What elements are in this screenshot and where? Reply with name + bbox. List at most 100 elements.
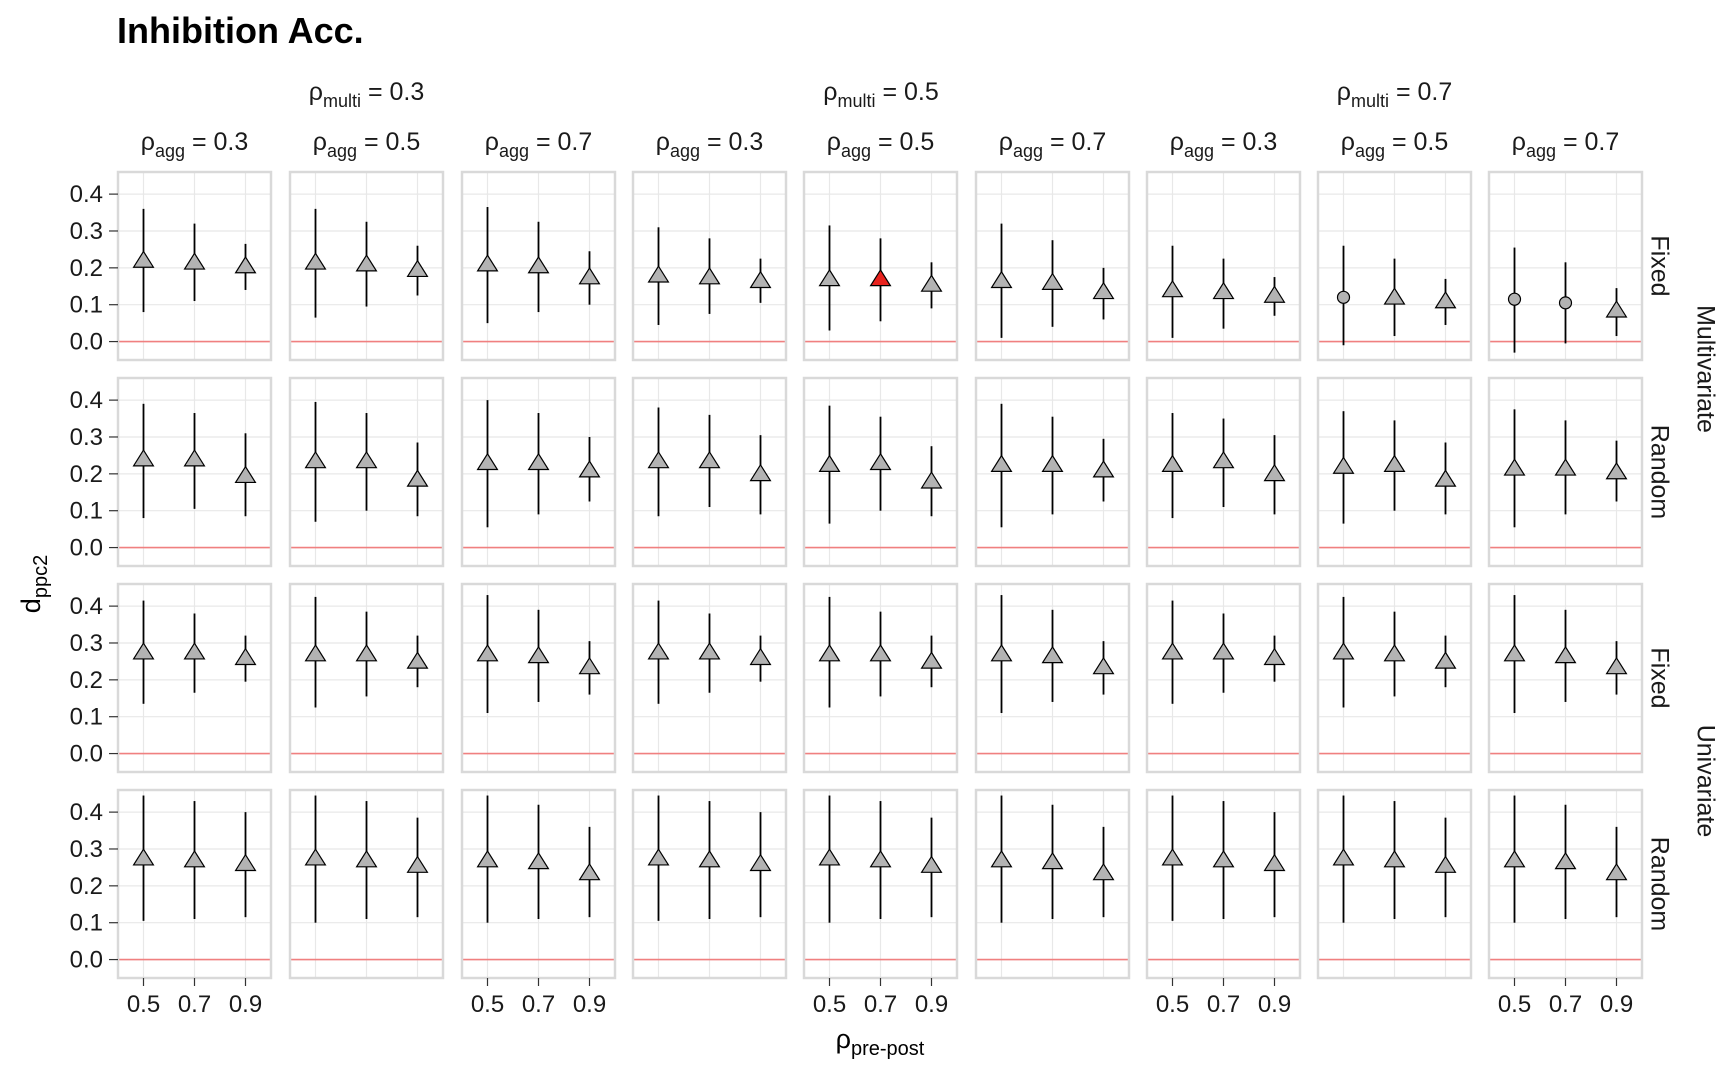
data-point-triangle xyxy=(578,460,601,478)
panel-border xyxy=(974,788,1131,980)
data-point-triangle xyxy=(1554,645,1577,664)
panel-border xyxy=(116,170,273,362)
data-point-triangle xyxy=(1605,656,1628,675)
data-point-triangle xyxy=(1161,642,1184,660)
outer-row-strip-label: Multivariate xyxy=(1691,305,1719,433)
data-point-circle xyxy=(1507,292,1522,306)
data-point-triangle xyxy=(749,463,772,482)
data-point-triangle xyxy=(647,450,670,469)
panel-border xyxy=(802,376,959,568)
x-tick-label: 0.5 xyxy=(813,991,846,1018)
panel-border xyxy=(974,376,1131,568)
data-point-triangle xyxy=(749,853,772,872)
data-point-triangle xyxy=(1503,643,1526,662)
data-point-triangle xyxy=(920,651,943,669)
x-tick-label: 0.7 xyxy=(522,991,555,1018)
data-point-triangle xyxy=(1503,458,1526,476)
data-point-triangle xyxy=(476,452,499,471)
agg-strip-label: ρagg = 0.3 xyxy=(656,128,764,161)
panel-r4-c2 xyxy=(288,788,445,980)
data-point-triangle xyxy=(1092,656,1115,675)
y-tick-label: 0.0 xyxy=(70,947,103,974)
data-point-triangle xyxy=(355,450,378,469)
data-point-triangle xyxy=(1263,463,1286,482)
panel-border xyxy=(631,582,788,774)
y-tick-label: 0.0 xyxy=(70,535,103,562)
data-point-triangle xyxy=(1212,281,1235,300)
multi-strip-label: ρmulti = 0.7 xyxy=(1337,78,1453,111)
data-point-triangle xyxy=(1041,851,1064,870)
panel-border xyxy=(802,582,959,774)
y-axis-label: dppc2 xyxy=(16,555,52,613)
x-tick-label: 0.7 xyxy=(178,991,211,1018)
strips-layer: ρmulti = 0.3 ρmulti = 0.5 ρmulti = 0.7 ρagg… xyxy=(141,78,1720,931)
data-point-triangle xyxy=(234,465,257,484)
data-point-triangle xyxy=(304,848,327,866)
outer-row-strip-label: Univariate xyxy=(1691,725,1719,838)
data-point-triangle xyxy=(132,642,155,660)
y-tick-label: 0.1 xyxy=(70,910,103,937)
data-point-triangle xyxy=(234,255,257,274)
panel-r4-c8 xyxy=(1316,788,1473,980)
data-point-triangle xyxy=(183,448,206,467)
panel-border xyxy=(116,582,273,774)
panel-border xyxy=(1145,170,1302,362)
panel-border xyxy=(1316,788,1473,980)
data-point-triangle xyxy=(1383,849,1406,868)
agg-strip-label: ρagg = 0.3 xyxy=(1170,128,1278,161)
panel-r3-c2 xyxy=(288,582,445,774)
agg-strip-label: ρagg = 0.7 xyxy=(999,128,1107,161)
data-point-triangle xyxy=(406,855,429,873)
data-point-triangle xyxy=(1383,643,1406,662)
data-point-triangle xyxy=(1212,642,1235,660)
x-tick-label: 0.5 xyxy=(471,991,504,1018)
panel-r1-c7 xyxy=(1145,170,1302,362)
data-point-triangle xyxy=(1263,647,1286,666)
x-tick-label: 0.9 xyxy=(915,991,948,1018)
data-point-triangle xyxy=(818,454,841,472)
row-strip-label: Random xyxy=(1645,837,1673,932)
panel-border xyxy=(288,170,445,362)
y-tick-label: 0.2 xyxy=(70,461,103,488)
agg-strip-label: ρagg = 0.7 xyxy=(1512,128,1620,161)
panel-r4-c5 xyxy=(802,788,959,980)
panel-r4-c3 xyxy=(460,788,617,980)
panel-r2-c7 xyxy=(1145,376,1302,568)
panel-r1-c2 xyxy=(288,170,445,362)
x-tick-label: 0.9 xyxy=(573,991,606,1018)
data-point-triangle xyxy=(234,647,257,666)
x-tick-label: 0.9 xyxy=(1258,991,1291,1018)
data-point-triangle xyxy=(1434,290,1457,309)
panel-border xyxy=(460,170,617,362)
x-tick-label: 0.5 xyxy=(1156,991,1189,1018)
panel-r4-c9 xyxy=(1487,788,1644,980)
panel-r1-c3 xyxy=(460,170,617,362)
x-tick-label: 0.7 xyxy=(864,991,897,1018)
data-point-triangle xyxy=(527,851,550,870)
panel-border xyxy=(116,376,273,568)
panel-r2-c3 xyxy=(460,376,617,568)
panel-r3-c5 xyxy=(802,582,959,774)
panel-border xyxy=(1145,582,1302,774)
data-point-triangle xyxy=(476,254,499,272)
x-tick-label: 0.7 xyxy=(1207,991,1240,1018)
y-tick-label: 0.4 xyxy=(70,799,103,826)
multi-strip-label: ρmulti = 0.3 xyxy=(309,78,425,111)
x-tick-label: 0.5 xyxy=(1498,991,1531,1018)
panel-r2-c4 xyxy=(631,376,788,568)
panel-r3-c4 xyxy=(631,582,788,774)
row-strip-label: Fixed xyxy=(1645,647,1673,708)
data-point-triangle xyxy=(698,266,721,285)
data-point-triangle xyxy=(355,849,378,868)
data-point-triangle xyxy=(1605,461,1628,480)
panel-border xyxy=(974,170,1131,362)
data-point-triangle xyxy=(698,450,721,469)
data-point-triangle xyxy=(647,265,670,283)
agg-strip-label: ρagg = 0.5 xyxy=(1341,128,1449,161)
data-point-triangle xyxy=(698,849,721,868)
data-point-triangle xyxy=(818,268,841,287)
panel-border xyxy=(631,376,788,568)
data-point-triangle xyxy=(578,266,601,285)
panel-border xyxy=(1316,582,1473,774)
data-point-triangle xyxy=(1041,645,1064,664)
